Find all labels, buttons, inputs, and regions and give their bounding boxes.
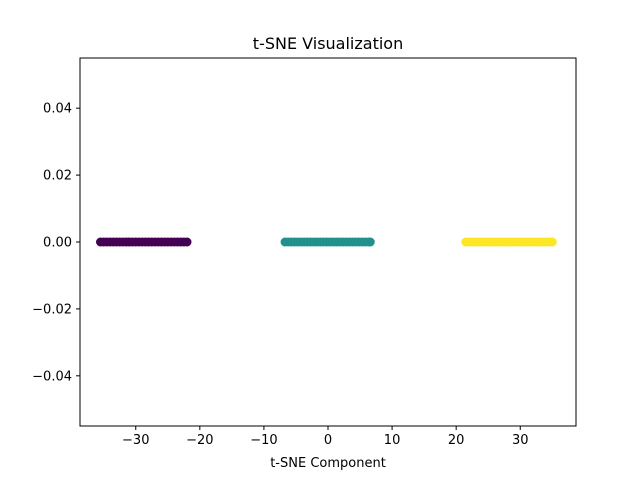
y-axis-ticks: −0.04 −0.02 0.00 0.02 0.04 [32, 102, 80, 384]
y-tick-label: −0.02 [32, 302, 72, 317]
y-tick-label: 0.00 [43, 236, 72, 251]
scatter-point-cluster-2 [365, 237, 375, 247]
x-tick-label: −10 [250, 433, 277, 448]
x-axis-label: t-SNE Component [270, 456, 386, 471]
x-axis-ticks: −30 −20 −10 0 10 20 30 [122, 426, 529, 448]
x-tick-label: 20 [448, 433, 465, 448]
scatter-point-cluster-3 [547, 237, 557, 247]
plot-frame [79, 57, 577, 427]
x-tick-label: 10 [384, 433, 401, 448]
y-tick-label: 0.04 [43, 102, 72, 117]
x-tick-label: −30 [122, 433, 149, 448]
plot-points [96, 237, 557, 247]
y-tick-label: −0.04 [32, 369, 72, 384]
scatter-point-cluster-1 [182, 237, 192, 247]
x-tick-label: −20 [186, 433, 213, 448]
chart-title: t-SNE Visualization [253, 34, 403, 53]
x-tick-label: 0 [324, 433, 332, 448]
x-tick-label: 30 [512, 433, 529, 448]
y-tick-label: 0.02 [43, 169, 72, 184]
